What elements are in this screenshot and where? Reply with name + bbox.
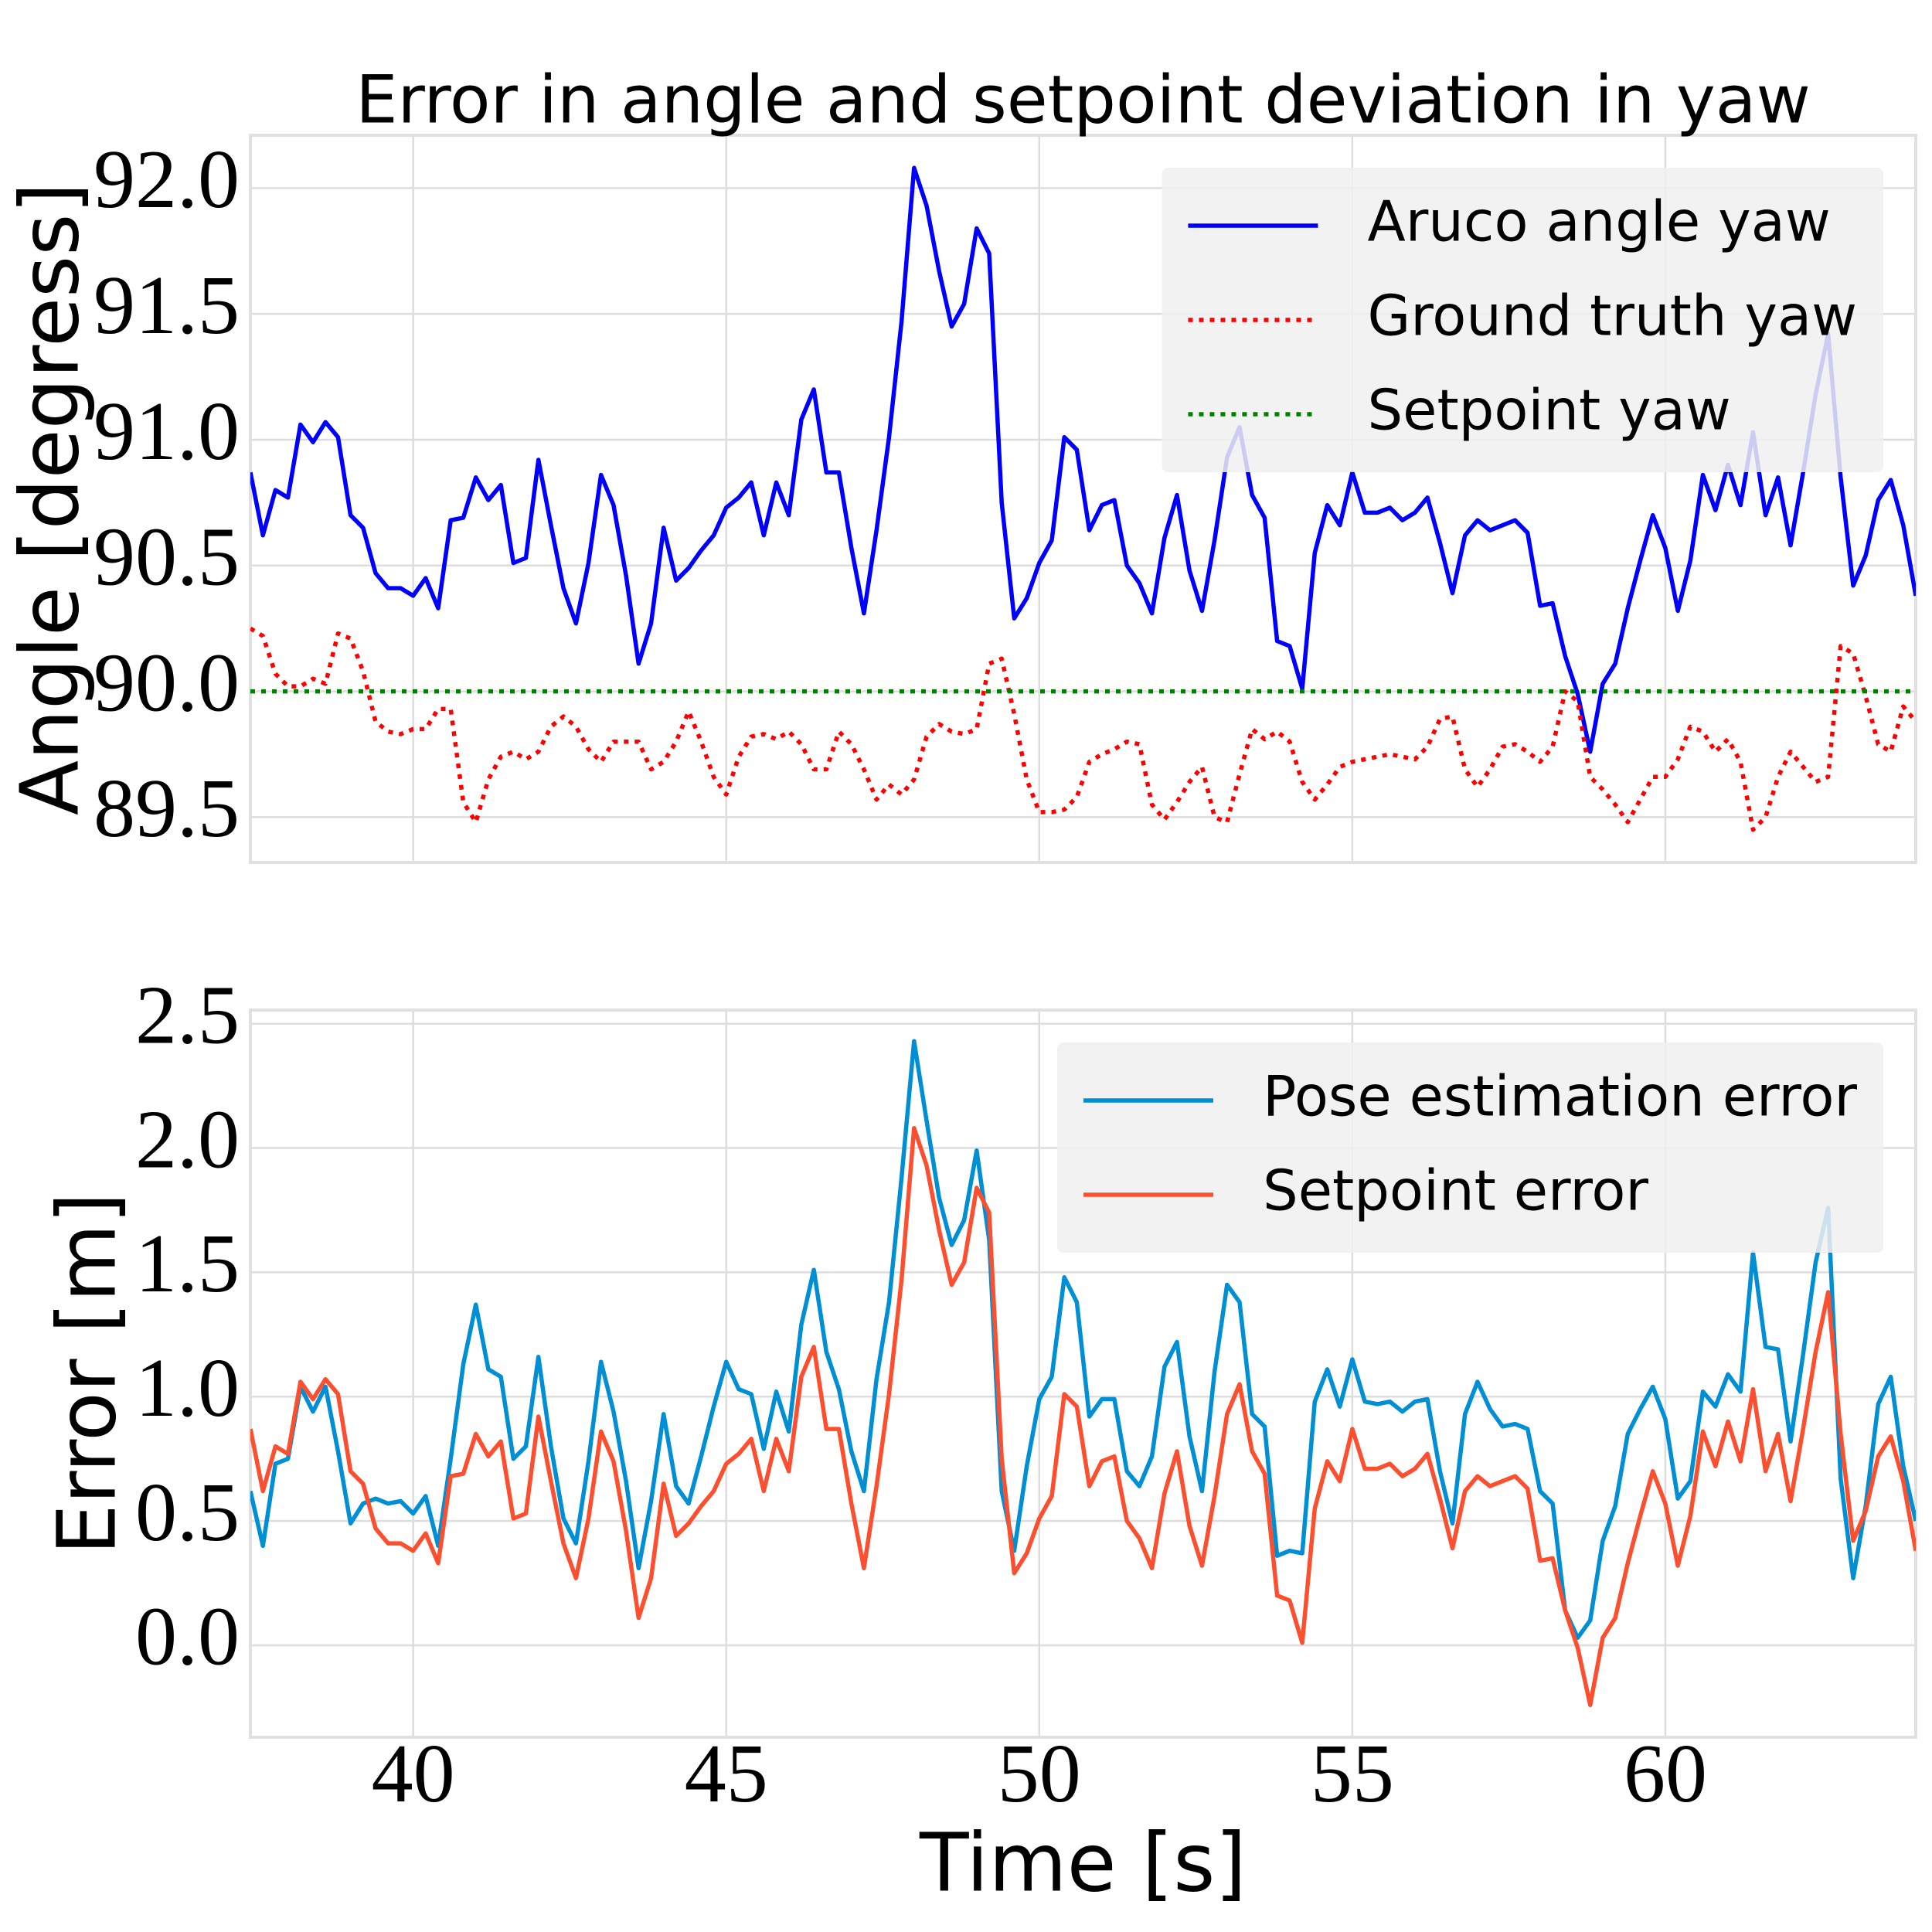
x-axis-label: Time [s]: [919, 1815, 1247, 1910]
y-tick-label: 89.5: [94, 763, 240, 855]
y-tick-label: 91.5: [94, 260, 240, 352]
axes-frame: [249, 1009, 1917, 1739]
x-tick-label: 50: [998, 1728, 1081, 1820]
data-line: [250, 1039, 1916, 1641]
y-tick-label: 0.0: [135, 1591, 240, 1683]
legend-label: Ground truth yaw: [1367, 284, 1857, 349]
legend-box: [1162, 168, 1883, 472]
y-tick-label: 91.0: [94, 386, 240, 478]
x-tick-label: 40: [372, 1728, 455, 1820]
y-tick-label: 1.5: [135, 1218, 240, 1310]
y-tick-label: 90.5: [94, 512, 240, 604]
legend: Pose estimation error Setpoint error: [1056, 1043, 1883, 1253]
y-tick-label: 0.5: [135, 1467, 240, 1559]
y-tick-label: 92.0: [94, 134, 240, 226]
chart-title: Error in angle and setpoint deviation in…: [355, 61, 1811, 138]
legend: Aruco angle yaw Ground truth yaw Setpoint …: [1162, 168, 1883, 472]
y-tick-label: 1.0: [135, 1342, 240, 1434]
legend-box: [1056, 1043, 1883, 1253]
data-line: [250, 165, 1916, 754]
legend-label: Pose estimation error: [1263, 1064, 1857, 1129]
x-tick-label: 55: [1311, 1728, 1394, 1820]
y-axis-label: Error [m]: [39, 1192, 134, 1555]
legend-label: Setpoint error: [1263, 1158, 1648, 1223]
x-tick-label: 60: [1624, 1728, 1707, 1820]
data-line: [250, 626, 1916, 832]
axes-frame: [249, 134, 1917, 864]
y-tick-label: 2.0: [135, 1094, 240, 1185]
legend-label: Aruco angle yaw: [1367, 189, 1830, 254]
y-tick-label: 2.5: [135, 969, 240, 1061]
y-axis-label: Angle [degress]: [2, 182, 97, 815]
data-line: [250, 1126, 1916, 1707]
y-tick-label: 90.0: [94, 637, 240, 729]
legend-label: Setpoint yaw: [1367, 378, 1730, 443]
x-tick-label: 45: [685, 1728, 768, 1820]
